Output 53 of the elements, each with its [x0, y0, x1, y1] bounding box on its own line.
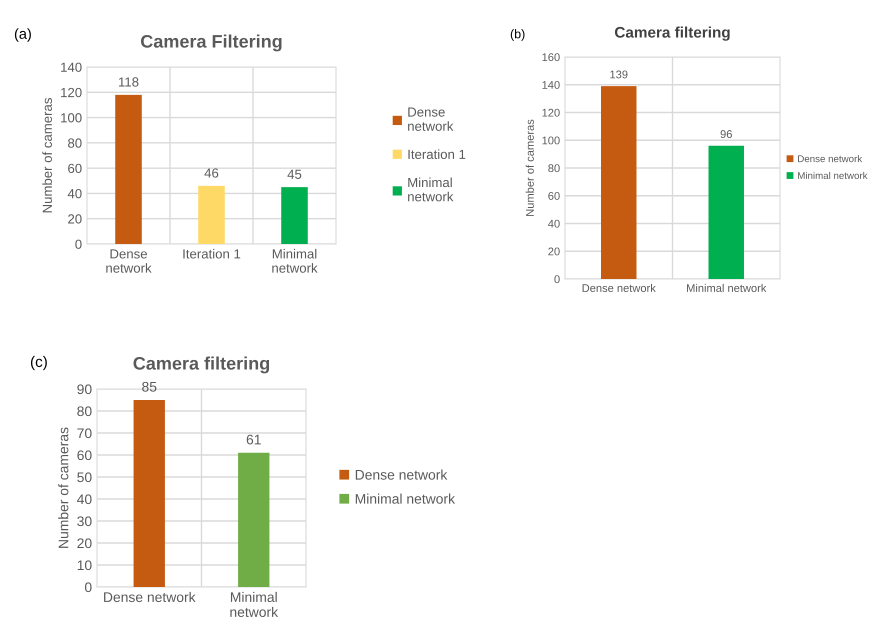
chart-title: Camera filtering: [614, 26, 730, 41]
y-tick-label: 70: [77, 428, 92, 438]
y-tick-label: 90: [77, 384, 92, 394]
data-label: 45: [287, 170, 302, 179]
y-tick-label: 140: [61, 62, 82, 72]
text: (a): [14, 28, 31, 42]
y-tick-label: 120: [61, 88, 82, 98]
legend-label: Dense network: [356, 469, 448, 480]
y-tick-label: 50: [77, 472, 92, 482]
y-tick-label: 120: [542, 108, 560, 117]
y-tick-label: 20: [68, 214, 82, 224]
text: (b): [510, 29, 524, 41]
y-tick-label: 20: [548, 248, 560, 256]
y-tick-label: 40: [68, 188, 82, 198]
y-tick-label: 20: [77, 538, 92, 548]
legend-label: Dense network: [798, 155, 862, 162]
y-tick-label: 40: [548, 220, 560, 228]
y-tick-label: 0: [84, 582, 92, 592]
y-tick-label: 40: [77, 494, 92, 504]
y-tick-label: 160: [542, 53, 560, 62]
chart-title: Camera Filtering: [141, 34, 282, 52]
y-tick-label: 0: [554, 275, 560, 284]
data-label: 139: [610, 70, 628, 78]
x-tick-label: Dense network: [106, 249, 152, 273]
y-tick-label: 80: [68, 138, 82, 148]
data-label: 85: [142, 382, 156, 392]
data-label: 96: [720, 130, 732, 138]
y-tick-label: 80: [548, 164, 560, 172]
x-tick-label: Minimal network: [272, 248, 318, 273]
data-label: 118: [118, 77, 138, 87]
data-label: 61: [246, 434, 261, 444]
y-tick-label: 80: [77, 406, 92, 416]
y-tick-label: 60: [77, 450, 92, 460]
y-tick-label: 100: [542, 136, 560, 144]
legend-label: Minimal network: [408, 177, 454, 202]
y-axis-title: Number of cameras: [526, 120, 534, 216]
y-tick-label: 100: [61, 113, 82, 122]
y-tick-label: 30: [77, 516, 92, 526]
legend-label: Minimal network: [356, 494, 456, 504]
y-tick-label: 10: [78, 560, 92, 570]
text: (c): [30, 356, 47, 370]
data-label: 46: [204, 168, 218, 178]
y-axis-title: Number of cameras: [58, 428, 68, 548]
y-tick-label: 140: [542, 81, 560, 89]
legend-label: Dense network: [408, 107, 454, 131]
chart-title: Camera filtering: [134, 356, 270, 374]
legend-label: Iteration 1: [408, 149, 466, 160]
legend-label: Minimal network: [798, 172, 868, 180]
y-axis-title: Number of cameras: [42, 98, 52, 212]
y-tick-label: 60: [68, 164, 82, 174]
x-tick-label: Iteration 1: [183, 248, 240, 259]
y-tick-label: 60: [548, 192, 560, 200]
y-tick-label: 0: [75, 240, 82, 249]
